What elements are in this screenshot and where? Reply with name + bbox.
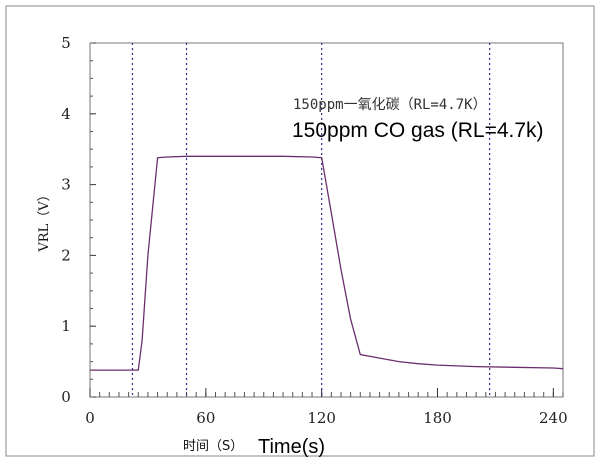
- y-tick-label: 2: [61, 246, 71, 264]
- x-axis-label-cn: 时间（S）: [183, 439, 243, 454]
- series-line: [90, 155, 564, 371]
- y-tick-label: 0: [61, 388, 71, 406]
- x-tick-label: 180: [423, 409, 452, 427]
- x-tick-label: 0: [85, 409, 95, 427]
- y-axis-label: VRL（V）: [37, 188, 52, 252]
- image-frame: [5, 5, 595, 457]
- annotation-cn: 150ppm一氧化碳（RL=4.7K）: [293, 97, 487, 113]
- y-tick-label: 1: [61, 317, 71, 335]
- x-tick-label: 60: [196, 409, 215, 427]
- x-axis-label-en: Time(s): [258, 436, 325, 458]
- y-tick-label: 3: [61, 176, 71, 194]
- x-tick-label: 120: [307, 409, 336, 427]
- y-tick-label: 4: [61, 105, 71, 123]
- annotation-en: 150ppm CO gas (RL=4.7k): [292, 119, 544, 142]
- y-tick-label: 5: [61, 34, 71, 52]
- x-tick-label: 240: [539, 409, 568, 427]
